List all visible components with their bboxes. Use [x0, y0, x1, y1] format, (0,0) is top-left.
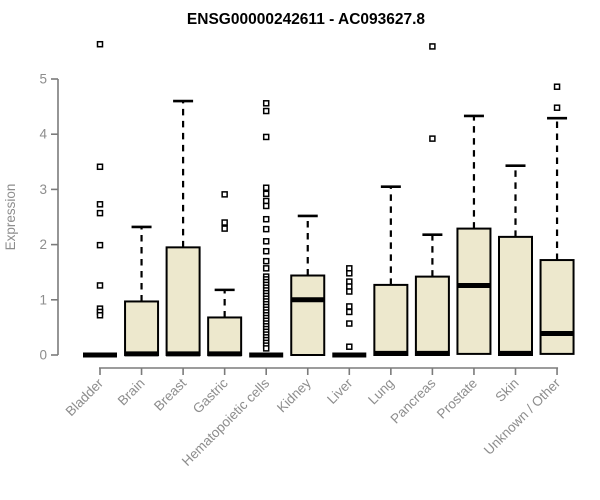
outlier-point — [262, 238, 270, 245]
iqr-box — [498, 235, 533, 356]
outlier-point — [346, 303, 353, 310]
outlier-point — [553, 83, 561, 90]
box-series — [83, 40, 575, 358]
outlier-point — [221, 225, 228, 232]
box-liver — [332, 265, 367, 358]
outlier-point — [346, 270, 353, 277]
outlier-point — [262, 345, 270, 352]
box-lung — [373, 185, 409, 356]
outlier-point — [262, 107, 270, 115]
x-tick-label: Lung — [365, 376, 397, 408]
x-tick-label: Liver — [324, 375, 356, 407]
x-tick-label: Breast — [151, 375, 189, 413]
outlier-point — [221, 191, 228, 198]
box-kidney — [290, 214, 326, 356]
iqr-box — [124, 300, 160, 356]
box-skin — [498, 164, 533, 356]
outlier-point — [262, 100, 270, 107]
iqr-box — [165, 246, 201, 356]
x-tick-label: Kidney — [274, 375, 314, 415]
outlier-point — [262, 247, 270, 255]
outlier-point — [346, 343, 353, 350]
x-tick-label: Skin — [492, 376, 521, 405]
outlier-point — [346, 320, 353, 327]
x-tick-label: Unknown / Other — [481, 375, 564, 458]
outlier-point — [262, 133, 270, 141]
outlier-point — [429, 43, 436, 50]
x-tick-label: Brain — [115, 376, 148, 409]
outlier-point — [553, 104, 561, 111]
box-breast — [165, 99, 201, 357]
box-prostate — [456, 114, 492, 355]
iqr-box — [207, 316, 243, 356]
outlier-point — [96, 163, 104, 171]
outlier-point — [96, 312, 104, 319]
iqr-box — [539, 259, 575, 355]
x-tick-label: Pancreas — [388, 375, 439, 426]
y-tick-label: 5 — [39, 72, 47, 87]
box-hematopoietic-cells — [249, 100, 284, 358]
outlier-point — [346, 308, 353, 316]
outlier-point — [96, 201, 104, 208]
x-tick-label: Gastric — [190, 375, 231, 416]
outlier-point — [221, 219, 228, 226]
outlier-point — [96, 282, 104, 289]
outlier-point — [96, 241, 104, 249]
box-pancreas — [414, 43, 450, 356]
outlier-point — [262, 190, 270, 198]
y-tick-label: 0 — [39, 348, 47, 363]
y-tick-label: 4 — [39, 127, 47, 142]
outlier-point — [262, 257, 270, 265]
outlier-point — [346, 288, 353, 295]
box-brain — [124, 225, 160, 357]
outlier-point — [429, 135, 436, 142]
x-tick-label: Prostate — [434, 376, 480, 422]
iqr-box — [290, 274, 326, 356]
outlier-point — [96, 40, 104, 48]
y-tick-label: 3 — [39, 182, 47, 197]
iqr-box — [373, 283, 409, 356]
y-tick-label: 1 — [39, 292, 47, 307]
outlier-point — [262, 265, 270, 272]
outlier-point — [96, 209, 104, 217]
y-tick-label: 2 — [39, 237, 47, 252]
chart-title: ENSG00000242611 - AC093627.8 — [187, 11, 426, 28]
outlier-point — [262, 225, 270, 233]
outlier-point — [262, 215, 270, 223]
box-gastric — [207, 191, 243, 357]
y-axis-label: Expression — [3, 184, 18, 251]
x-tick-label: Bladder — [63, 375, 107, 419]
box-unknown-other — [539, 83, 575, 355]
iqr-box — [414, 275, 450, 356]
outlier-point — [262, 202, 270, 210]
outlier-point — [262, 184, 270, 191]
box-bladder — [83, 40, 117, 358]
iqr-box — [456, 227, 492, 355]
